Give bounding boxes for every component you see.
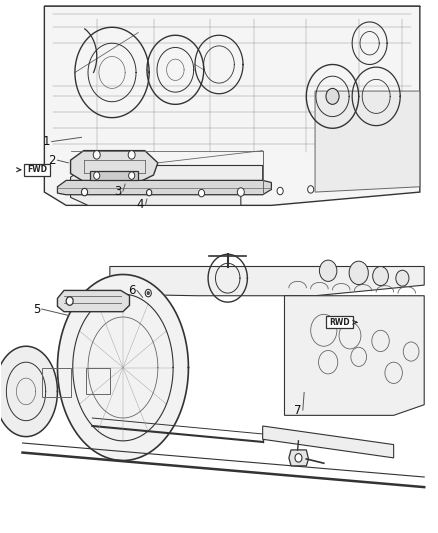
Polygon shape bbox=[57, 180, 272, 195]
Polygon shape bbox=[57, 274, 188, 461]
Circle shape bbox=[129, 172, 135, 179]
Polygon shape bbox=[0, 346, 57, 437]
Polygon shape bbox=[110, 266, 424, 296]
Circle shape bbox=[349, 261, 368, 285]
Polygon shape bbox=[315, 91, 420, 192]
Text: RWD: RWD bbox=[329, 318, 350, 327]
Circle shape bbox=[396, 270, 409, 286]
Text: FWD: FWD bbox=[27, 165, 47, 174]
Text: 5: 5 bbox=[33, 303, 40, 316]
FancyBboxPatch shape bbox=[24, 164, 50, 175]
Bar bbox=[1, 256, 437, 522]
Text: 1: 1 bbox=[43, 135, 50, 148]
Circle shape bbox=[237, 188, 244, 196]
Polygon shape bbox=[71, 151, 158, 181]
Bar bbox=[42, 368, 71, 397]
Circle shape bbox=[94, 172, 100, 179]
Bar bbox=[86, 368, 110, 394]
Circle shape bbox=[295, 454, 302, 462]
Circle shape bbox=[93, 151, 100, 159]
Circle shape bbox=[147, 292, 150, 295]
Polygon shape bbox=[44, 6, 420, 205]
Text: 3: 3 bbox=[114, 184, 121, 198]
Circle shape bbox=[145, 289, 151, 297]
Circle shape bbox=[81, 188, 88, 196]
Circle shape bbox=[147, 189, 152, 196]
Text: 7: 7 bbox=[294, 403, 301, 416]
Text: 2: 2 bbox=[49, 154, 56, 167]
Polygon shape bbox=[289, 450, 308, 466]
FancyBboxPatch shape bbox=[325, 317, 353, 328]
Circle shape bbox=[128, 151, 135, 159]
Circle shape bbox=[66, 297, 73, 305]
Circle shape bbox=[326, 88, 339, 104]
Text: 4: 4 bbox=[137, 198, 144, 211]
Polygon shape bbox=[90, 171, 138, 180]
Polygon shape bbox=[285, 296, 424, 415]
Polygon shape bbox=[263, 426, 394, 458]
Text: 6: 6 bbox=[128, 284, 135, 297]
Polygon shape bbox=[57, 290, 130, 312]
Circle shape bbox=[198, 189, 205, 197]
Circle shape bbox=[307, 185, 314, 193]
Circle shape bbox=[319, 260, 337, 281]
Polygon shape bbox=[71, 165, 263, 205]
Circle shape bbox=[277, 187, 283, 195]
Circle shape bbox=[373, 266, 389, 286]
